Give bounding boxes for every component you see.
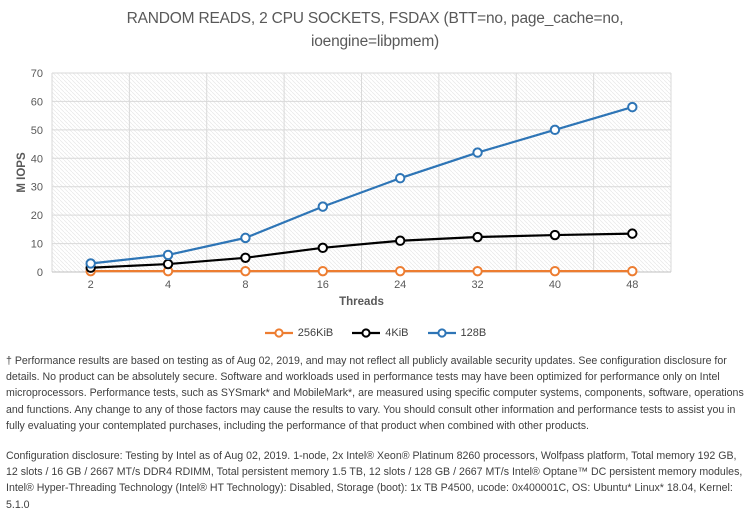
series-marker-256KiB — [627, 265, 638, 277]
series-marker-128B — [549, 124, 561, 136]
series-marker-4KiB — [240, 252, 251, 263]
x-tick-label: 24 — [394, 279, 406, 291]
y-tick-label: 0 — [37, 267, 43, 279]
series-marker-128B — [317, 201, 329, 212]
series-marker-4KiB — [317, 242, 329, 254]
series-marker-4KiB — [627, 228, 638, 239]
x-tick-label: 4 — [165, 279, 171, 291]
chart-title-line2: ioengine=libpmem) — [311, 33, 439, 50]
y-tick-label: 10 — [31, 239, 43, 251]
series-line-4KiB — [89, 232, 634, 269]
series-marker-256KiB — [317, 265, 329, 277]
x-axis-title: Threads — [339, 296, 384, 308]
legend-item-4KiB: 4KiB — [351, 327, 409, 339]
legend-marker-icon — [264, 328, 293, 338]
footnote-configuration-disclosure: Configuration disclosure: Testing by Int… — [6, 450, 743, 511]
x-tick-label: 48 — [626, 279, 638, 291]
series-marker-4KiB — [162, 258, 174, 270]
x-tick-label: 32 — [471, 279, 483, 291]
legend-label: 128B — [460, 327, 487, 339]
y-tick-label: 60 — [31, 96, 43, 108]
series-marker-4KiB — [394, 235, 406, 246]
y-tick-label: 50 — [31, 125, 43, 137]
series-marker-256KiB — [549, 265, 561, 277]
series-marker-128B — [162, 249, 174, 261]
series-marker-128B — [394, 172, 406, 184]
y-tick-label: 40 — [31, 153, 43, 165]
x-tick-label: 8 — [242, 279, 248, 291]
legend-item-128B: 128B — [427, 327, 487, 339]
series-marker-128B — [472, 147, 483, 158]
series-marker-128B — [85, 258, 96, 269]
y-tick-label: 70 — [31, 68, 43, 80]
legend-label: 256KiB — [297, 327, 334, 339]
x-tick-label: 40 — [549, 279, 561, 291]
footnote-performance-disclaimer: † Performance results are based on testi… — [6, 355, 744, 432]
chart-title: RANDOM READS, 2 CPU SOCKETS, FSDAX (BTT=… — [0, 7, 750, 53]
series-marker-256KiB — [472, 265, 483, 277]
x-tick-label: 16 — [317, 279, 329, 291]
series-line-128B — [89, 106, 634, 265]
footnotes: † Performance results are based on testi… — [6, 353, 744, 523]
y-tick-label: 20 — [31, 210, 43, 222]
x-tick-label: 2 — [88, 279, 94, 291]
legend-marker-icon — [352, 328, 381, 338]
series-marker-256KiB — [394, 265, 406, 277]
legend-label: 4KiB — [385, 327, 409, 339]
chart-legend: 256KiB 4KiB 128B — [0, 327, 750, 339]
chart-title-line1: RANDOM READS, 2 CPU SOCKETS, FSDAX (BTT=… — [126, 10, 624, 27]
series-marker-4KiB — [549, 229, 561, 241]
y-tick-label: 30 — [31, 182, 43, 194]
legend-item-256KiB: 256KiB — [264, 327, 333, 339]
legend-marker-icon — [427, 328, 456, 338]
series-marker-128B — [627, 101, 638, 113]
series-marker-4KiB — [472, 231, 483, 243]
series-marker-128B — [240, 232, 251, 244]
y-axis-title: M IOPS — [16, 152, 28, 193]
series-marker-256KiB — [240, 265, 251, 277]
